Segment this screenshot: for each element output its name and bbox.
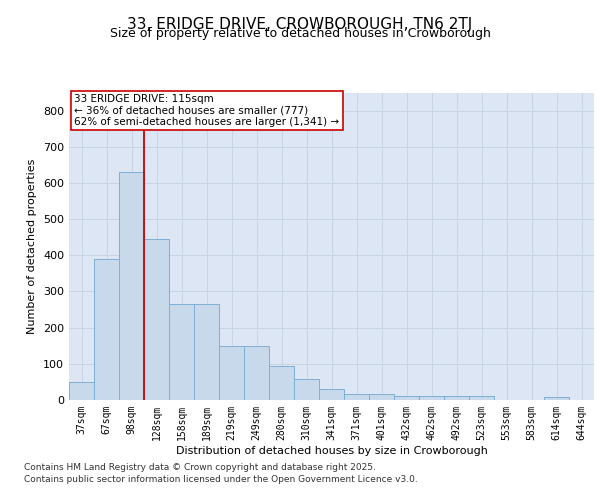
Bar <box>144 239 169 400</box>
Text: 33 ERIDGE DRIVE: 115sqm
← 36% of detached houses are smaller (777)
62% of semi-d: 33 ERIDGE DRIVE: 115sqm ← 36% of detache… <box>74 94 340 127</box>
Y-axis label: Number of detached properties: Number of detached properties <box>28 158 37 334</box>
X-axis label: Distribution of detached houses by size in Crowborough: Distribution of detached houses by size … <box>176 446 487 456</box>
Bar <box>169 304 194 400</box>
Bar <box>244 346 269 400</box>
Bar <box>444 396 469 400</box>
Bar <box>369 394 394 400</box>
Bar <box>219 346 244 400</box>
Bar <box>119 172 144 400</box>
Text: Size of property relative to detached houses in Crowborough: Size of property relative to detached ho… <box>110 28 490 40</box>
Text: Contains HM Land Registry data © Crown copyright and database right 2025.: Contains HM Land Registry data © Crown c… <box>24 464 376 472</box>
Bar <box>69 382 94 400</box>
Bar <box>294 380 319 400</box>
Text: 33, ERIDGE DRIVE, CROWBOROUGH, TN6 2TJ: 33, ERIDGE DRIVE, CROWBOROUGH, TN6 2TJ <box>127 18 473 32</box>
Bar <box>544 398 569 400</box>
Bar <box>419 396 444 400</box>
Bar <box>269 366 294 400</box>
Bar <box>394 396 419 400</box>
Bar <box>469 396 494 400</box>
Bar <box>194 304 219 400</box>
Text: Contains public sector information licensed under the Open Government Licence v3: Contains public sector information licen… <box>24 474 418 484</box>
Bar <box>94 259 119 400</box>
Bar <box>319 389 344 400</box>
Bar <box>344 394 369 400</box>
